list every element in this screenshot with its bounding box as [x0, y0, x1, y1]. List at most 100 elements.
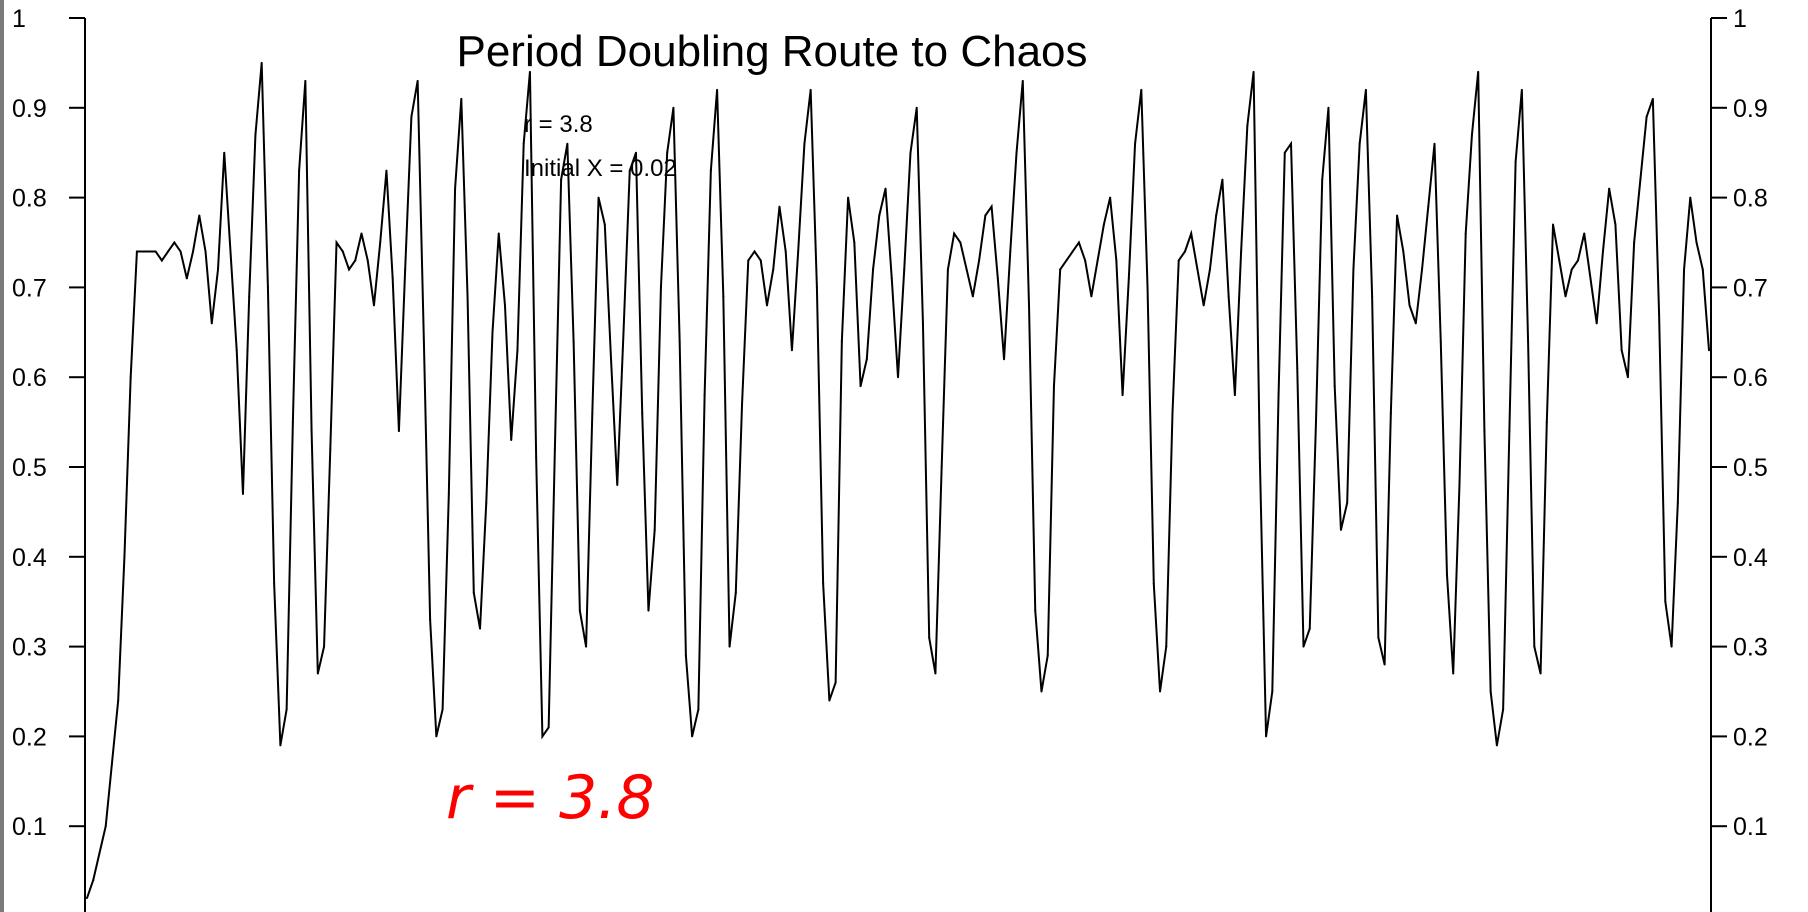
- data-point: [248, 295, 251, 298]
- data-point: [98, 852, 101, 855]
- data-point: [803, 142, 806, 145]
- data-point: [1096, 259, 1099, 262]
- data-point: [1115, 259, 1118, 262]
- data-point: [454, 187, 457, 190]
- y-tick-right-label: 0.3: [1733, 634, 1768, 662]
- data-point: [797, 250, 800, 253]
- data-point: [610, 358, 613, 361]
- y-tick-left-label: 0.5: [12, 454, 47, 482]
- data-point: [1645, 115, 1648, 118]
- data-point: [1701, 268, 1704, 271]
- data-point: [1127, 277, 1130, 280]
- data-point: [1240, 250, 1243, 253]
- data-point: [435, 735, 438, 738]
- data-point: [110, 762, 113, 765]
- data-point: [1552, 223, 1555, 226]
- data-point: [1059, 268, 1062, 271]
- series-line: [86, 62, 1710, 899]
- data-point: [1414, 322, 1417, 325]
- data-point: [1402, 250, 1405, 253]
- data-point: [603, 223, 606, 226]
- data-point: [1626, 376, 1629, 379]
- y-tick-left-label: 0.7: [12, 274, 47, 302]
- data-point: [1021, 79, 1024, 82]
- data-point: [391, 277, 394, 280]
- data-point: [1352, 268, 1355, 271]
- data-point: [1539, 672, 1542, 675]
- data-point: [1346, 501, 1349, 504]
- data-point: [1159, 690, 1162, 693]
- data-point: [1421, 268, 1424, 271]
- data-point: [1527, 340, 1530, 343]
- data-point: [410, 115, 413, 118]
- data-point: [834, 681, 837, 684]
- data-point: [1071, 250, 1074, 253]
- data-point: [86, 897, 88, 900]
- y-ticks-right: 1 0.9 0.8 0.7 0.6 0.5 0.4 0.3 0.2 0.1: [1711, 5, 1768, 841]
- data-point: [822, 582, 825, 585]
- data-point: [572, 340, 575, 343]
- data-point: [472, 591, 475, 594]
- window-border: [0, 0, 4, 912]
- data-point: [217, 268, 220, 271]
- data-point: [778, 205, 781, 208]
- data-point: [566, 142, 569, 145]
- data-point: [1458, 483, 1461, 486]
- data-point: [535, 457, 538, 460]
- data-point: [310, 430, 313, 433]
- data-point: [553, 448, 556, 451]
- data-point: [1683, 268, 1686, 271]
- data-point: [1221, 178, 1224, 181]
- y-ticks-left: 1 0.9 0.8 0.7 0.6 0.5 0.4 0.3 0.2 0.1: [12, 5, 85, 841]
- data-point: [903, 268, 906, 271]
- data-point: [1589, 277, 1592, 280]
- data-point: [1327, 106, 1330, 109]
- data-point: [1564, 295, 1567, 298]
- data-point: [1252, 70, 1255, 73]
- data-point: [772, 268, 775, 271]
- data-point: [1290, 142, 1293, 145]
- data-point: [1233, 394, 1236, 397]
- data-point: [1508, 430, 1511, 433]
- data-point: [628, 169, 631, 172]
- data-point: [672, 106, 675, 109]
- data-point: [491, 331, 494, 334]
- data-point: [847, 196, 850, 199]
- data-point: [1689, 196, 1692, 199]
- data-point: [1140, 88, 1143, 91]
- data-point: [1146, 286, 1149, 289]
- data-point: [516, 349, 519, 352]
- data-point: [765, 304, 768, 307]
- data-point: [828, 699, 831, 702]
- data-point: [142, 250, 145, 253]
- data-point: [809, 88, 812, 91]
- data-point: [616, 483, 619, 486]
- data-point: [372, 304, 375, 307]
- data-point: [560, 178, 563, 181]
- data-point: [928, 636, 931, 639]
- data-point: [1427, 205, 1430, 208]
- y-tick-left-label: 0.8: [12, 185, 47, 213]
- data-point: [341, 250, 344, 253]
- data-point: [1495, 744, 1498, 747]
- data-point: [1708, 349, 1710, 352]
- data-point: [1065, 259, 1068, 262]
- data-point: [1152, 582, 1155, 585]
- annotation-r: r = 3.8: [524, 111, 593, 138]
- data-point: [1601, 250, 1604, 253]
- data-point: [1246, 124, 1249, 127]
- data-point: [123, 555, 126, 558]
- data-point: [747, 259, 750, 262]
- data-point: [1520, 88, 1523, 91]
- data-point: [716, 88, 719, 91]
- axes: [84, 18, 1712, 912]
- data-point: [722, 295, 725, 298]
- data-point: [1433, 142, 1436, 145]
- data-point: [1676, 501, 1679, 504]
- data-point: [641, 412, 644, 415]
- data-point: [597, 196, 600, 199]
- data-point: [697, 708, 700, 711]
- data-point: [934, 672, 937, 675]
- data-point: [1614, 223, 1617, 226]
- y-tick-right-label: 0.1: [1733, 813, 1768, 841]
